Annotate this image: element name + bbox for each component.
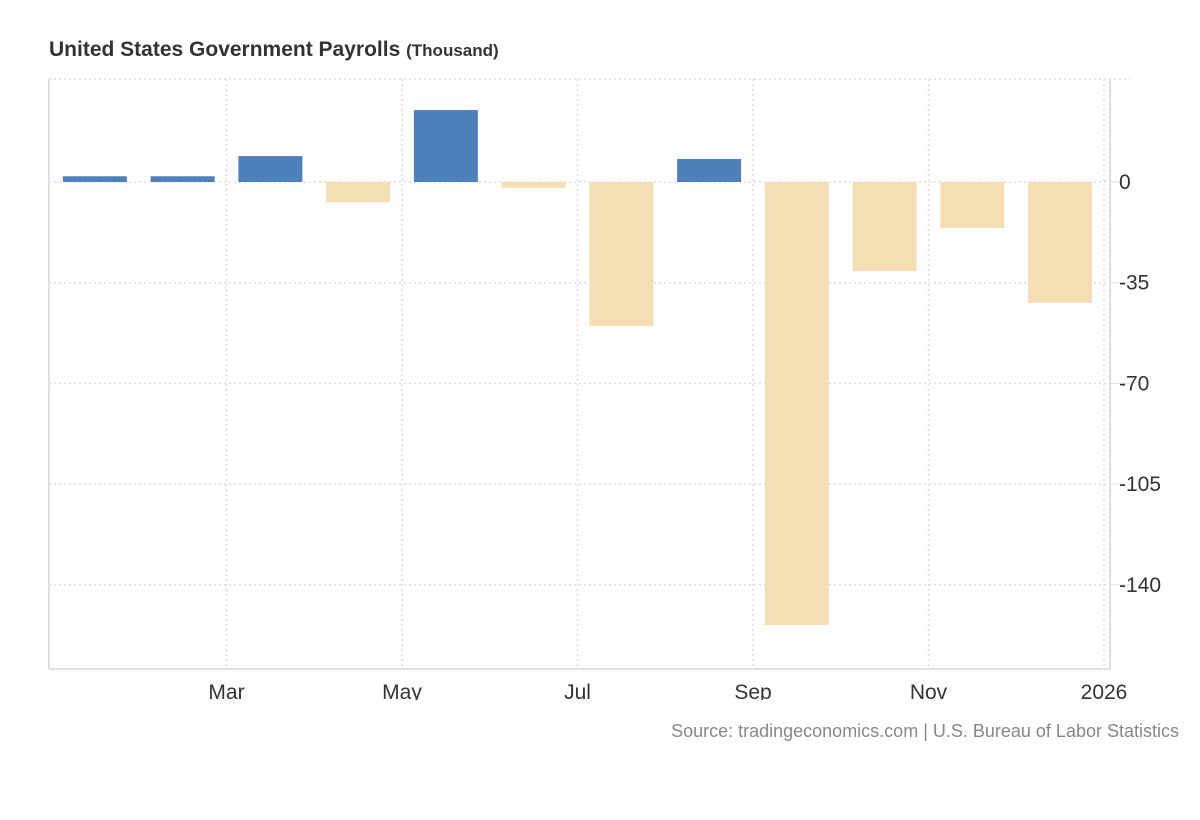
x-tick-label: Sep bbox=[734, 681, 771, 700]
axis-layer: 0 -35 -70 -105 -140 Mar May Jul Sep Nov 2026 bbox=[48, 79, 1161, 700]
bar-2025-05 bbox=[413, 110, 478, 182]
grid-layer bbox=[49, 78, 1130, 669]
bar-2025-04 bbox=[326, 182, 391, 203]
y-tick-label: -105 bbox=[1119, 473, 1161, 496]
x-tick-label: 2026 bbox=[1081, 681, 1128, 700]
bar-2025-11 bbox=[940, 182, 1005, 229]
chart-title: United States Government Payrolls (Thous… bbox=[49, 38, 499, 62]
chart-title-unit: (Thousand) bbox=[406, 41, 499, 60]
x-tick-label: Nov bbox=[910, 681, 948, 700]
bar-2025-06 bbox=[501, 182, 566, 188]
bar-2025-12 bbox=[1028, 182, 1093, 303]
x-tick-label: Mar bbox=[208, 681, 244, 700]
chart-title-text: United States Government Payrolls bbox=[49, 38, 401, 61]
bar-2025-02 bbox=[150, 176, 215, 182]
y-tick-label: -70 bbox=[1119, 372, 1149, 395]
bars-layer bbox=[62, 110, 1093, 626]
x-tick-label: May bbox=[382, 681, 422, 700]
bar-2025-10 bbox=[852, 182, 917, 272]
source-note: Source: tradingeconomics.com | U.S. Bure… bbox=[671, 721, 1179, 741]
bar-2025-01 bbox=[62, 176, 127, 182]
bar-2025-03 bbox=[238, 156, 303, 182]
bar-chart: 0 -35 -70 -105 -140 Mar May Jul Sep Nov 2026 bbox=[48, 78, 1161, 700]
x-tick-label: Jul bbox=[564, 681, 591, 700]
y-tick-label: -35 bbox=[1119, 272, 1149, 295]
y-tick-label: 0 bbox=[1119, 171, 1131, 194]
y-tick-label: -140 bbox=[1119, 574, 1161, 597]
bar-2025-08 bbox=[677, 158, 742, 182]
bar-2025-07 bbox=[589, 182, 654, 326]
bar-2025-09 bbox=[764, 182, 829, 626]
